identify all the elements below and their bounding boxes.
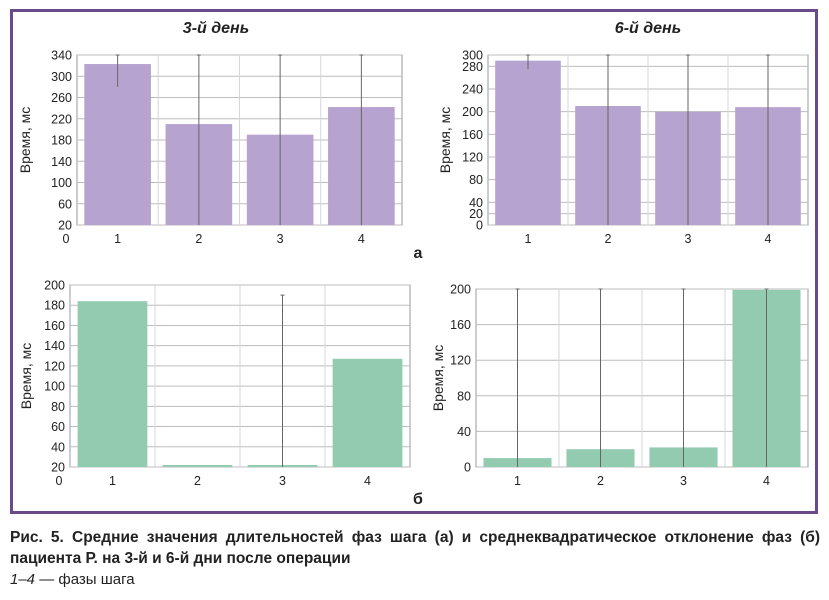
caption-legend-range: 1–4 [10,571,36,588]
chart-2-ytick-label: 40 [469,196,483,210]
chart-1-title: 3-й день [183,20,249,37]
chart-4-xtick-label: 4 [763,474,770,488]
figure-caption: Рис. 5. Средние значения длительностей ф… [10,527,820,590]
chart-2-ytick-label: 240 [462,83,483,97]
chart-2-ytick-label: 20 [469,207,483,221]
chart-2-ytick-label: 280 [462,60,483,74]
chart-4-ytick-label: 200 [450,283,471,297]
chart-2-title: 6-й день [615,20,681,37]
chart-4-ytick-label: 40 [457,425,471,439]
chart-4-xtick-label: 2 [597,474,604,488]
chart-1-ytick-label: 180 [51,134,72,148]
chart-3-bar-1 [77,301,148,467]
chart-4-xtick-label: 1 [514,474,521,488]
chart-4-ytick-label: 80 [457,389,471,403]
chart-1-ylabel: Время, мс [17,107,33,174]
chart-1-bar-1 [84,64,151,225]
chart-1-xtick-label: 2 [195,232,202,246]
chart-3-bar-4 [332,358,403,467]
figure-frame [10,9,818,514]
chart-4-xtick-label: 3 [680,474,687,488]
chart-1-ytick-label: 100 [51,176,72,190]
chart-1-ytick-label: 220 [51,112,72,126]
chart-2-ytick-label: 200 [462,105,483,119]
chart-1-xtick-label: 4 [358,232,365,246]
chart-2-ytick-label: 120 [462,151,483,165]
chart-1-ytick-label: 300 [51,70,72,84]
chart-2-ylabel: Время, мс [437,107,453,174]
caption-legend-text: — фазы шага [35,571,135,588]
caption-legend: 1–4 — фазы шага [10,569,820,590]
chart-3-ytick-label: 160 [44,319,65,333]
chart-2-xtick-label: 3 [685,232,692,246]
chart-2-xtick-label: 1 [525,232,532,246]
chart-2-bar-1 [495,60,561,225]
panel-letter-a: а [414,245,423,262]
chart-2-xtick-label: 2 [605,232,612,246]
chart-1-ytick-label: 140 [51,155,72,169]
chart-1-ytick-label: 20 [58,219,72,233]
chart-2-ytick-label: 80 [469,173,483,187]
chart-3-ytick-label: 120 [44,359,65,373]
chart-3-ytick-label: 200 [44,279,65,293]
chart-3-ytick-label: 80 [51,400,65,414]
chart-2-ytick-label: 0 [476,219,483,233]
chart-1-ytick-label: 60 [58,197,72,211]
chart-3-ytick-label: 100 [44,380,65,394]
chart-1-xtick-label: 1 [114,232,121,246]
chart-3-ylabel: Время, мс [18,343,34,410]
chart-3-ytick-label: 20 [51,461,65,475]
chart-1-ytick-label: 260 [51,91,72,105]
chart-1-xtick-label: 3 [277,232,284,246]
chart-3-ytick-label: 60 [51,420,65,434]
chart-3-x-origin-label: 0 [56,474,63,488]
chart-3-ytick-label: 140 [44,339,65,353]
chart-3-bar-2 [162,464,233,467]
chart-2-ytick-label: 300 [462,49,483,63]
panel-letter-b: б [413,491,423,508]
chart-3-xtick-label: 2 [194,474,201,488]
chart-1-ytick-label: 340 [51,49,72,63]
chart-4-ytick-label: 120 [450,354,471,368]
chart-1-x-origin-label: 0 [63,232,70,246]
chart-4-ytick-label: 0 [464,461,471,475]
chart-2-ytick-label: 160 [462,128,483,142]
chart-3-xtick-label: 3 [279,474,286,488]
chart-4-ylabel: Время, мс [430,345,446,412]
caption-main: Рис. 5. Средние значения длительностей ф… [10,529,820,567]
chart-3-ytick-label: 40 [51,440,65,454]
chart-2-xtick-label: 4 [765,232,772,246]
chart-4-ytick-label: 160 [450,318,471,332]
chart-3-xtick-label: 4 [364,474,371,488]
chart-3-ytick-label: 180 [44,299,65,313]
chart-3-xtick-label: 1 [109,474,116,488]
